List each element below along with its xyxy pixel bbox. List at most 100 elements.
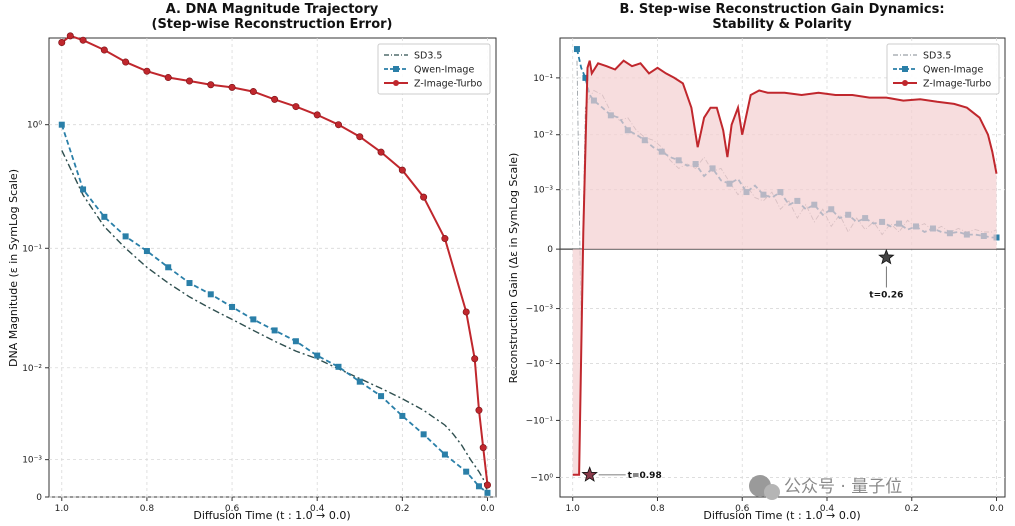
chart-b-annotation-label: t=0.26 <box>869 290 903 300</box>
chart-a-point-qwen-image <box>292 338 299 345</box>
chart-a-x-tick-label: 0.6 <box>225 504 240 514</box>
chart-a-x-tick-label: 1.0 <box>55 504 70 514</box>
chart-b: B. Step-wise Reconstruction Gain Dynamic… <box>507 2 1006 522</box>
chart-a: A. DNA Magnitude Trajectory (Step-wise R… <box>7 2 497 522</box>
chart-a-plot-area <box>48 37 497 498</box>
chart-b-legend-label-z-image-turbo: Z-Image-Turbo <box>923 79 991 90</box>
chart-a-legend-label-sd3-5: SD3.5 <box>414 51 442 62</box>
chart-a-point-qwen-image <box>335 363 342 370</box>
chart-a-point-z-image-turbo <box>207 81 215 89</box>
chart-a-point-qwen-image <box>399 412 406 419</box>
chart-b-x-tick-label: 0.6 <box>735 504 750 514</box>
watermark-text: 公众号 · 量子位 <box>784 477 902 497</box>
chart-a-point-z-image-turbo <box>143 67 151 75</box>
chart-a-y-tick-label: 0 <box>36 493 42 503</box>
chart-b-point-qwen-image <box>993 234 1000 241</box>
chart-a-legend-label-qwen-image: Qwen-Image <box>414 65 474 76</box>
chart-a-point-qwen-image <box>58 121 65 128</box>
chart-a-legend <box>377 43 491 95</box>
chart-a-point-z-image-turbo <box>249 88 257 96</box>
chart-b-x-tick-label: 0.4 <box>820 504 835 514</box>
chart-b-y-tick-label: 0 <box>547 245 553 255</box>
chart-a-y-tick-label: 10⁻¹ <box>22 244 42 254</box>
chart-a-point-z-image-turbo <box>100 46 108 54</box>
chart-a-point-qwen-image <box>475 483 482 490</box>
chart-a-subtitle: (Step-wise Reconstruction Error) <box>152 17 393 32</box>
chart-b-subtitle: Stability & Polarity <box>712 17 852 32</box>
chart-a-y-tick-label: 10⁻³ <box>22 456 42 466</box>
chart-a-point-z-image-turbo <box>271 95 279 103</box>
chart-a-point-z-image-turbo <box>462 308 470 316</box>
chart-a-series-sd3-5 <box>61 150 489 493</box>
chart-b-point-qwen-image <box>582 74 589 81</box>
chart-a-point-qwen-image <box>80 186 87 193</box>
chart-a-point-qwen-image <box>207 291 214 298</box>
watermark: 公众号 · 量子位 <box>749 475 902 500</box>
chart-a-point-qwen-image <box>378 393 385 400</box>
chart-a-point-z-image-turbo <box>398 166 406 174</box>
chart-a-point-z-image-turbo <box>164 74 172 82</box>
chart-a-legend-label-z-image-turbo: Z-Image-Turbo <box>414 79 482 90</box>
chart-a-point-qwen-image <box>314 352 321 359</box>
chart-b-legend-label-sd3-5: SD3.5 <box>923 51 951 62</box>
chart-a-point-z-image-turbo <box>58 38 66 46</box>
chart-a-point-z-image-turbo <box>66 32 74 40</box>
chart-b-y-tick-label: −10⁻² <box>526 360 554 370</box>
chart-b-annotation-label: t=0.98 <box>628 471 662 481</box>
chart-b-y-tick-label: 10⁻¹ <box>533 74 553 84</box>
chart-a-point-qwen-image <box>356 378 363 385</box>
chart-b-y-tick-label: 10⁻² <box>533 131 553 141</box>
chart-a-point-qwen-image <box>420 431 427 438</box>
chart-a-point-z-image-turbo <box>377 148 385 156</box>
chart-a-x-tick-label: 0.4 <box>310 504 325 514</box>
chart-b-legend-label-qwen-image: Qwen-Image <box>923 65 983 76</box>
chart-a-point-z-image-turbo <box>292 103 300 111</box>
chart-a-point-qwen-image <box>101 213 108 220</box>
chart-a-point-z-image-turbo <box>471 355 479 363</box>
chart-a-x-tick-label: 0.2 <box>395 504 409 514</box>
chart-b-x-tick-label: 1.0 <box>566 504 581 514</box>
chart-a-point-qwen-image <box>463 468 470 475</box>
chart-b-y-tick-label: −10⁻³ <box>526 305 554 315</box>
chart-a-y-tick-label: 10⁰ <box>27 121 42 131</box>
chart-b-y-tick-label: −10⁻¹ <box>526 416 554 426</box>
wechat-icon-bubble <box>764 484 780 500</box>
chart-a-point-z-image-turbo <box>79 36 87 44</box>
chart-b-xlabel: Diffusion Time (t : 1.0 → 0.0) <box>703 509 860 522</box>
chart-b-x-tick-label: 0.0 <box>989 504 1004 514</box>
chart-b-x-tick-label: 0.8 <box>650 504 665 514</box>
chart-a-point-qwen-image <box>165 264 172 271</box>
chart-a-point-z-image-turbo <box>185 77 193 85</box>
chart-a-point-qwen-image <box>441 451 448 458</box>
chart-a-legend-marker <box>393 66 399 72</box>
chart-b-series-z-image-turbo <box>572 59 998 476</box>
chart-a-y-tick-label: 10⁻² <box>22 364 42 374</box>
chart-a-ylabel: DNA Magnitude (ε in SymLog Scale) <box>7 169 20 367</box>
chart-a-series-qwen-image <box>60 124 489 494</box>
chart-a-legend-marker <box>393 80 399 86</box>
chart-b-annotation-star <box>878 248 895 265</box>
chart-a-point-qwen-image <box>186 280 193 287</box>
chart-b-y-tick-label: −10⁰ <box>530 473 553 483</box>
chart-a-point-z-image-turbo <box>420 193 428 201</box>
chart-b-x-tick-label: 0.2 <box>905 504 919 514</box>
chart-b-annotation-star <box>581 466 598 482</box>
chart-a-point-qwen-image <box>122 233 129 240</box>
chart-a-point-qwen-image <box>250 316 257 323</box>
chart-a-point-z-image-turbo <box>441 235 449 243</box>
chart-b-legend-marker <box>902 80 908 86</box>
chart-b-ylabel: Reconstruction Gain (Δε in SymLog Scale) <box>507 153 520 384</box>
chart-a-point-z-image-turbo <box>313 111 321 119</box>
chart-b-title: B. Step-wise Reconstruction Gain Dynamic… <box>619 2 944 17</box>
chart-a-x-tick-label: 0.0 <box>480 504 495 514</box>
chart-b-y-tick-label: 10⁻³ <box>533 186 553 196</box>
chart-a-point-z-image-turbo <box>483 481 491 489</box>
chart-a-point-qwen-image <box>271 327 278 334</box>
chart-a-title: A. DNA Magnitude Trajectory <box>166 2 379 17</box>
chart-a-point-z-image-turbo <box>228 83 236 91</box>
chart-b-z-image-turbo-fill <box>572 60 997 475</box>
chart-a-x-tick-label: 0.8 <box>140 504 155 514</box>
chart-b-legend <box>886 43 1000 95</box>
chart-a-point-qwen-image <box>484 489 491 496</box>
